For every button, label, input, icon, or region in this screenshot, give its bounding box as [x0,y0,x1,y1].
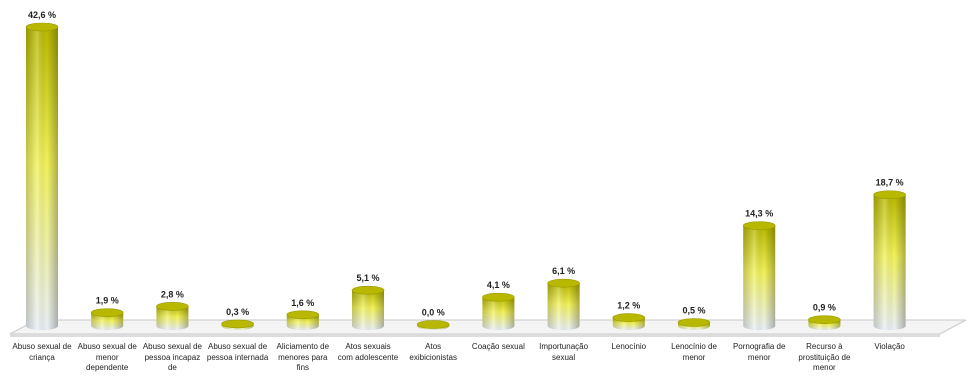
x-tick-label: Importunação sexual [539,342,589,362]
bar-shading [26,27,58,330]
bar-shading [352,290,384,330]
bar-top [286,310,320,320]
x-tick-label: Aliciamento de menores para fins [276,342,330,372]
x-tick-label: Abuso sexual de menor dependente [77,342,137,372]
data-label: 0,5 % [682,305,705,315]
bar-shading [547,283,580,330]
bar [808,315,841,330]
bar-top [351,285,385,295]
bar-shading [482,297,515,330]
data-label: 0,3 % [226,307,249,317]
bar [677,318,711,330]
bar-top [416,320,450,329]
bar-top [482,292,515,302]
data-label: 1,2 % [617,301,640,311]
bar-shading [873,194,906,330]
x-tick-label: Coação sexual [471,342,525,351]
bar-top [221,319,254,329]
data-label: 0,0 % [422,308,445,318]
bar [90,308,124,330]
x-tick-label: Atos sexuais com adolescente [337,342,399,362]
bar-top [547,278,580,288]
bar [873,190,906,330]
data-label: 18,7 % [876,178,904,188]
data-label: 4,1 % [487,280,510,290]
bar-shading [91,312,124,330]
bar-top [808,315,841,324]
bar [221,319,254,330]
bar [351,285,385,330]
bar [416,320,450,330]
x-tick-label: Lenocínio [611,342,647,351]
x-tick-label: Recurso à prostituição de menor [798,342,851,372]
bar [612,313,646,330]
x-tick-label: Pornografia de menor [732,342,786,362]
x-tick-label: Atos exibicionistas [409,342,457,362]
bar-top [612,313,646,322]
bar-shading [286,314,319,330]
bar-top [742,221,776,230]
data-label: 0,9 % [813,303,836,313]
data-label: 5,1 % [356,273,379,283]
x-tick-label: Lenocínio de menor [671,342,717,362]
data-label: 42,6 % [28,10,56,20]
bar [482,292,515,330]
bar [156,302,189,330]
x-tick-label: Violação [874,342,905,351]
data-label: 1,9 % [96,296,119,306]
data-label: 14,3 % [745,209,773,219]
bar-top [677,318,711,327]
bar-shading [743,225,776,330]
bar-top [90,308,124,317]
bar [25,22,59,330]
x-tick-label: Abuso sexual de pessoa internada [206,342,269,362]
bar-top [25,22,59,32]
x-tick-label: Abuso sexual de criança [12,342,72,362]
bar [286,310,320,330]
bar-top [156,302,189,311]
data-label: 2,8 % [161,289,184,299]
bar [547,278,580,330]
x-tick-label: Abuso sexual de pessoa incapaz de [142,342,202,372]
data-label: 1,6 % [291,298,314,308]
bar [742,221,776,330]
chart-floor-edge [10,334,940,337]
data-label: 6,1 % [552,266,575,276]
bar-shading [156,306,189,330]
bar-top [873,190,906,200]
